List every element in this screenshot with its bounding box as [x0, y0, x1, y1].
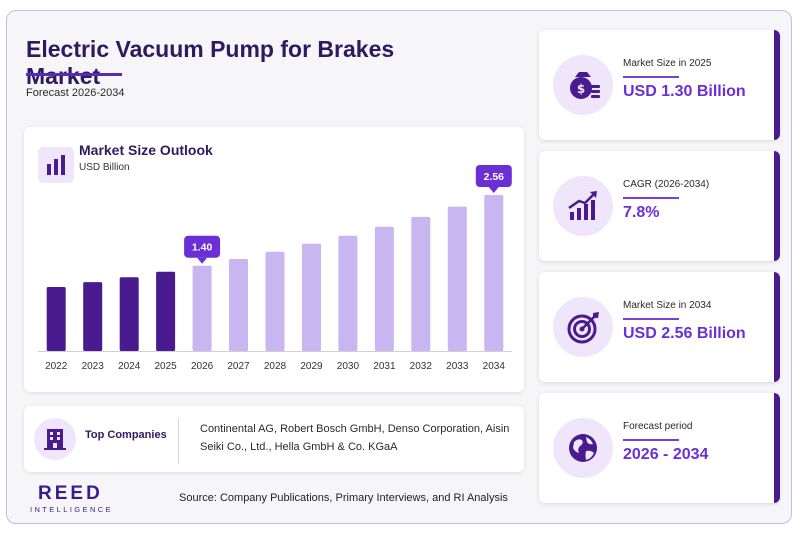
x-tick-label: 2033	[446, 361, 469, 372]
x-tick-label: 2031	[373, 361, 396, 372]
page-title: Electric Vacuum Pump for Brakes Market	[26, 36, 395, 89]
kpi-value: USD 1.30 Billion	[623, 83, 746, 100]
kpi-label: CAGR (2026-2034)	[623, 179, 710, 190]
bar-2032	[411, 216, 431, 351]
kpi-divider	[623, 76, 679, 78]
brand-logo: REED	[38, 483, 103, 504]
callout-label: 1.40	[192, 242, 213, 254]
kpi-label: Market Size in 2034	[623, 300, 712, 311]
x-tick-label: 2027	[227, 361, 250, 372]
x-tick-label: 2034	[483, 361, 506, 372]
bar-2023	[83, 282, 103, 351]
x-tick-label: 2028	[264, 361, 287, 372]
kpi-value: 2026 - 2034	[623, 446, 709, 463]
bar-2030	[338, 235, 358, 351]
chart-title: Market Size Outlook	[79, 142, 213, 158]
bar-chart-icon	[38, 147, 74, 183]
x-tick-label: 2023	[82, 361, 105, 372]
chart-card: Market Size Outlook USD Billion 2022 2023…	[24, 127, 524, 392]
kpi-divider	[623, 197, 679, 199]
x-tick-label: 2024	[118, 361, 141, 372]
kpi-value: USD 2.56 Billion	[623, 325, 746, 342]
bar-2033	[447, 206, 467, 351]
bar-2028	[265, 251, 285, 351]
bar-2025	[156, 271, 176, 351]
brand-logo-sub: INTELLIGENCE	[30, 505, 113, 514]
kpi-card-market-size-2034: Market Size in 2034 USD 2.56 Billion	[539, 272, 780, 382]
x-tick-label: 2026	[191, 361, 214, 372]
divider	[178, 418, 179, 464]
page-subtitle: Forecast 2026-2034	[26, 87, 125, 99]
bar-chart: 2022 2023 2024 2025 2026 2027 2028 2029 2030 2031…	[38, 165, 512, 372]
x-tick-label: 2029	[300, 361, 323, 372]
globe-icon	[553, 418, 613, 478]
top-companies-label: Top Companies	[85, 429, 167, 441]
kpi-card-cagr: CAGR (2026-2034) 7.8%	[539, 151, 780, 261]
svg-text:$: $	[577, 82, 585, 96]
building-icon	[34, 418, 76, 460]
x-tick-label: 2025	[154, 361, 177, 372]
kpi-label: Market Size in 2025	[623, 58, 712, 69]
x-tick-label: 2030	[337, 361, 360, 372]
bar-2022	[46, 287, 66, 351]
callout-2034: 2.56	[475, 165, 512, 193]
callout-2026: 1.40	[184, 235, 221, 264]
kpi-divider	[623, 318, 679, 320]
bar-2034	[484, 195, 504, 351]
kpi-card-forecast-period: Forecast period 2026 - 2034	[539, 393, 780, 503]
target-icon	[553, 297, 613, 357]
x-tick-label: 2032	[410, 361, 433, 372]
bar-2024	[119, 277, 139, 351]
kpi-value: 7.8%	[623, 204, 660, 221]
bar-2031	[374, 226, 394, 351]
money-bag-icon: $	[553, 55, 613, 115]
top-companies-list: Continental AG, Robert Bosch GmbH, Denso…	[200, 423, 510, 453]
bar-2026	[192, 265, 212, 351]
bar-2027	[229, 259, 248, 351]
kpi-divider	[623, 439, 679, 441]
source-note: Source: Company Publications, Primary In…	[179, 492, 508, 504]
kpi-card-market-size-2025: $ Market Size in 2025 USD 1.30 Billion	[539, 30, 780, 140]
kpi-label: Forecast period	[623, 421, 693, 432]
bar-2029	[302, 243, 321, 352]
callout-label: 2.56	[484, 171, 505, 183]
growth-chart-icon	[553, 176, 613, 236]
title-underline	[26, 73, 122, 76]
x-tick-label: 2022	[45, 361, 68, 372]
top-companies-card: Top Companies Continental AG, Robert Bos…	[24, 406, 524, 472]
chart-unit: USD Billion	[79, 162, 130, 173]
